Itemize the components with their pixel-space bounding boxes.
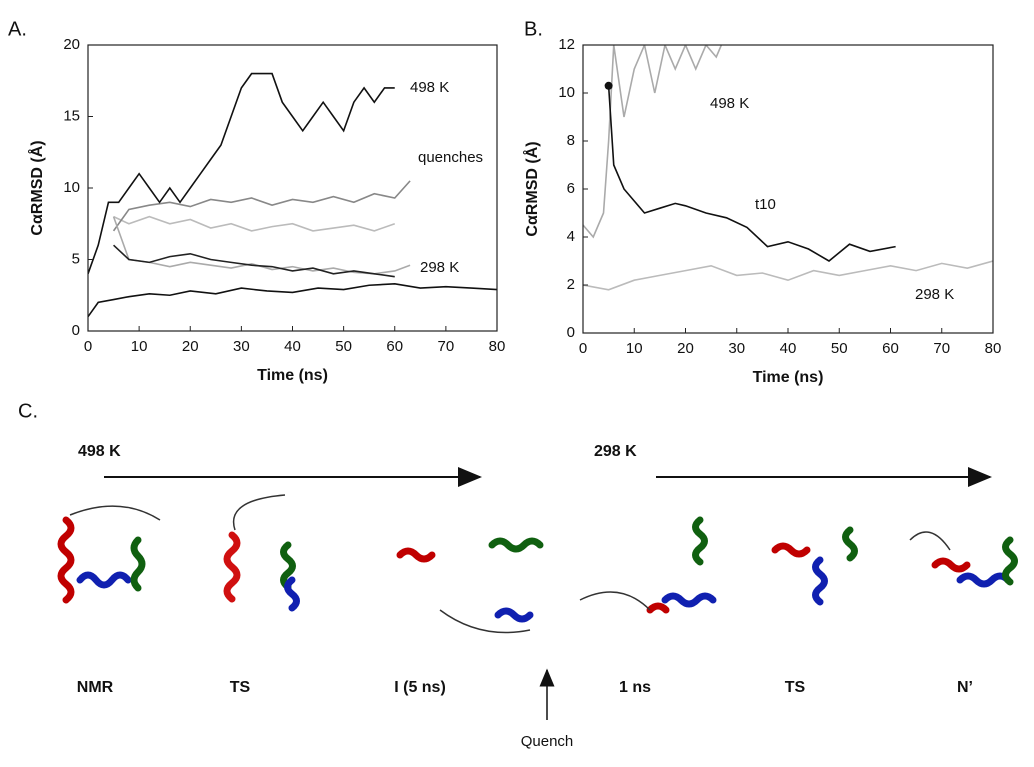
structure-label: N’	[957, 679, 973, 696]
annotation: quenches	[418, 149, 483, 166]
series-line	[583, 45, 723, 239]
y-tick-label: 10	[63, 179, 80, 196]
x-tick-label: 30	[728, 340, 745, 357]
x-tick-label: 80	[489, 338, 506, 355]
y-tick-label: 5	[72, 250, 80, 267]
annotation: t10	[755, 196, 776, 213]
structure-label: TS	[230, 679, 251, 696]
y-tick-label: 10	[558, 84, 575, 101]
x-tick-label: 50	[335, 338, 352, 355]
x-tick-label: 10	[131, 338, 148, 355]
arrow-label: 498 K	[78, 443, 121, 460]
x-tick-label: 70	[933, 340, 950, 357]
annotation: 498 K	[710, 95, 749, 112]
quench-label: Quench	[521, 733, 574, 750]
x-tick-label: 30	[233, 338, 250, 355]
annotation: 498 K	[410, 79, 449, 96]
y-tick-label: 20	[63, 36, 80, 53]
panel-label: C.	[18, 400, 38, 422]
structures	[57, 516, 1018, 623]
x-tick-label: 70	[438, 338, 455, 355]
x-tick-label: 40	[284, 338, 301, 355]
coil	[69, 494, 951, 634]
y-tick-label: 0	[72, 322, 80, 339]
annotation: 298 K	[915, 286, 954, 303]
x-tick-label: 20	[182, 338, 199, 355]
x-tick-label: 0	[84, 338, 92, 355]
x-axis-label: Time (ns)	[753, 369, 824, 386]
start-marker	[604, 81, 613, 90]
series-line	[583, 260, 993, 291]
x-tick-label: 10	[626, 340, 643, 357]
structure-label: NMR	[77, 679, 114, 696]
y-tick-label: 2	[567, 276, 575, 293]
annotation: 298 K	[420, 259, 459, 276]
y-axis-label: CαRMSD (Å)	[522, 141, 541, 236]
x-tick-label: 20	[677, 340, 694, 357]
series-line	[112, 180, 411, 232]
y-tick-label: 4	[567, 228, 575, 245]
panel-label: B.	[524, 18, 543, 40]
structure-label: 1 ns	[619, 679, 651, 696]
x-axis-label: Time (ns)	[257, 367, 328, 384]
y-tick-label: 15	[63, 107, 80, 124]
x-tick-label: 80	[985, 340, 1002, 357]
structure-label: TS	[785, 679, 806, 696]
y-tick-label: 12	[558, 36, 575, 53]
x-tick-label: 0	[579, 340, 587, 357]
arrow-label: 298 K	[594, 443, 637, 460]
series-line	[607, 85, 896, 262]
structure-label: I (5 ns)	[394, 679, 446, 696]
y-tick-label: 8	[567, 132, 575, 149]
y-tick-label: 6	[567, 180, 575, 197]
series-line	[88, 72, 395, 275]
x-tick-label: 50	[831, 340, 848, 357]
y-axis-label: CαRMSD (Å)	[27, 140, 46, 235]
x-tick-label: 60	[386, 338, 403, 355]
panel-label: A.	[8, 18, 27, 40]
series-line	[113, 244, 395, 278]
series-line	[113, 215, 396, 232]
x-tick-label: 60	[882, 340, 899, 357]
x-tick-label: 40	[780, 340, 797, 357]
y-tick-label: 0	[567, 324, 575, 341]
series-line	[88, 283, 497, 318]
